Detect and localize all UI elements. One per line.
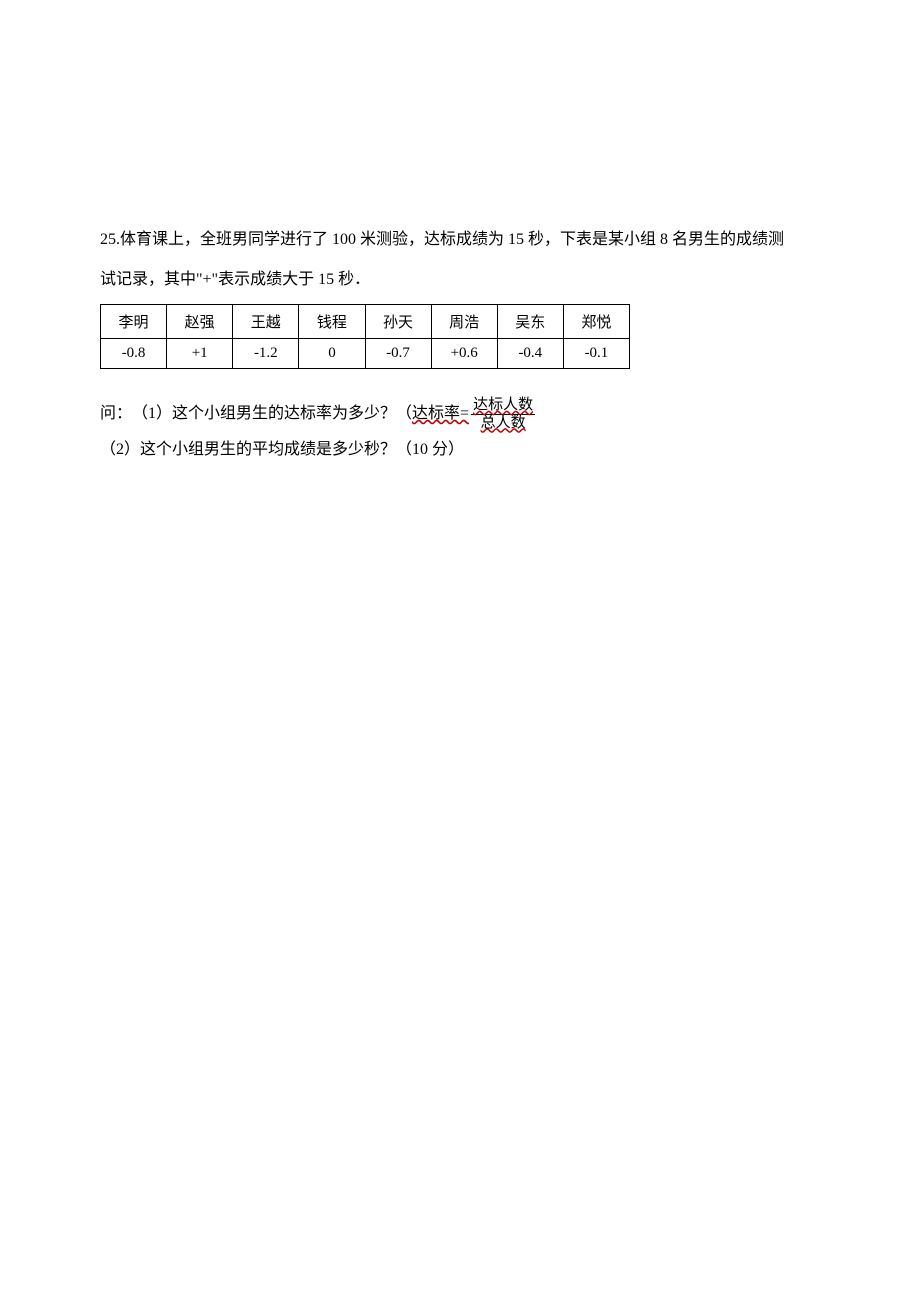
- table-row-values: -0.8 +1 -1.2 0 -0.7 +0.6 -0.4 -0.1: [101, 339, 630, 369]
- name-cell: 郑悦: [563, 305, 629, 339]
- value-cell: -0.1: [563, 339, 629, 369]
- results-table: 李明 赵强 王越 钱程 孙天 周浩 吴东 郑悦 -0.8 +1 -1.2 0 -…: [100, 304, 630, 369]
- question-1-text: （1）这个小组男生的达标率为多少？（: [132, 399, 412, 429]
- name-cell: 周浩: [431, 305, 497, 339]
- question-1: 问： （1）这个小组男生的达标率为多少？（ 达标率= 达标人数 总人数: [100, 397, 820, 431]
- value-cell: +1: [167, 339, 233, 369]
- question-2: （2）这个小组男生的平均成绩是多少秒？（10 分）: [100, 435, 820, 465]
- fraction: 达标人数 总人数: [471, 397, 535, 431]
- table-row-names: 李明 赵强 王越 钱程 孙天 周浩 吴东 郑悦: [101, 305, 630, 339]
- name-cell: 钱程: [299, 305, 365, 339]
- fraction-numerator: 达标人数: [471, 397, 535, 415]
- value-cell-highlight: -1.2: [233, 339, 299, 369]
- problem-line-1: 25.体育课上，全班男同学进行了 100 米测验，达标成绩为 15 秒，下表是某…: [100, 224, 820, 256]
- value-cell: 0: [299, 339, 365, 369]
- fraction-denominator: 总人数: [479, 415, 528, 432]
- name-cell: 王越: [233, 305, 299, 339]
- name-cell: 孙天: [365, 305, 431, 339]
- formula-pass-rate: 达标率= 达标人数 总人数: [412, 397, 535, 431]
- question-prefix: 问：: [100, 399, 132, 429]
- value-cell: -0.7: [365, 339, 431, 369]
- name-cell: 李明: [101, 305, 167, 339]
- formula-label: 达标率=: [412, 399, 469, 429]
- problem-line-2: 试记录，其中"+"表示成绩大于 15 秒．: [100, 264, 820, 296]
- value-cell: -0.4: [497, 339, 563, 369]
- name-cell: 赵强: [167, 305, 233, 339]
- value-cell: +0.6: [431, 339, 497, 369]
- value-cell: -0.8: [101, 339, 167, 369]
- name-cell: 吴东: [497, 305, 563, 339]
